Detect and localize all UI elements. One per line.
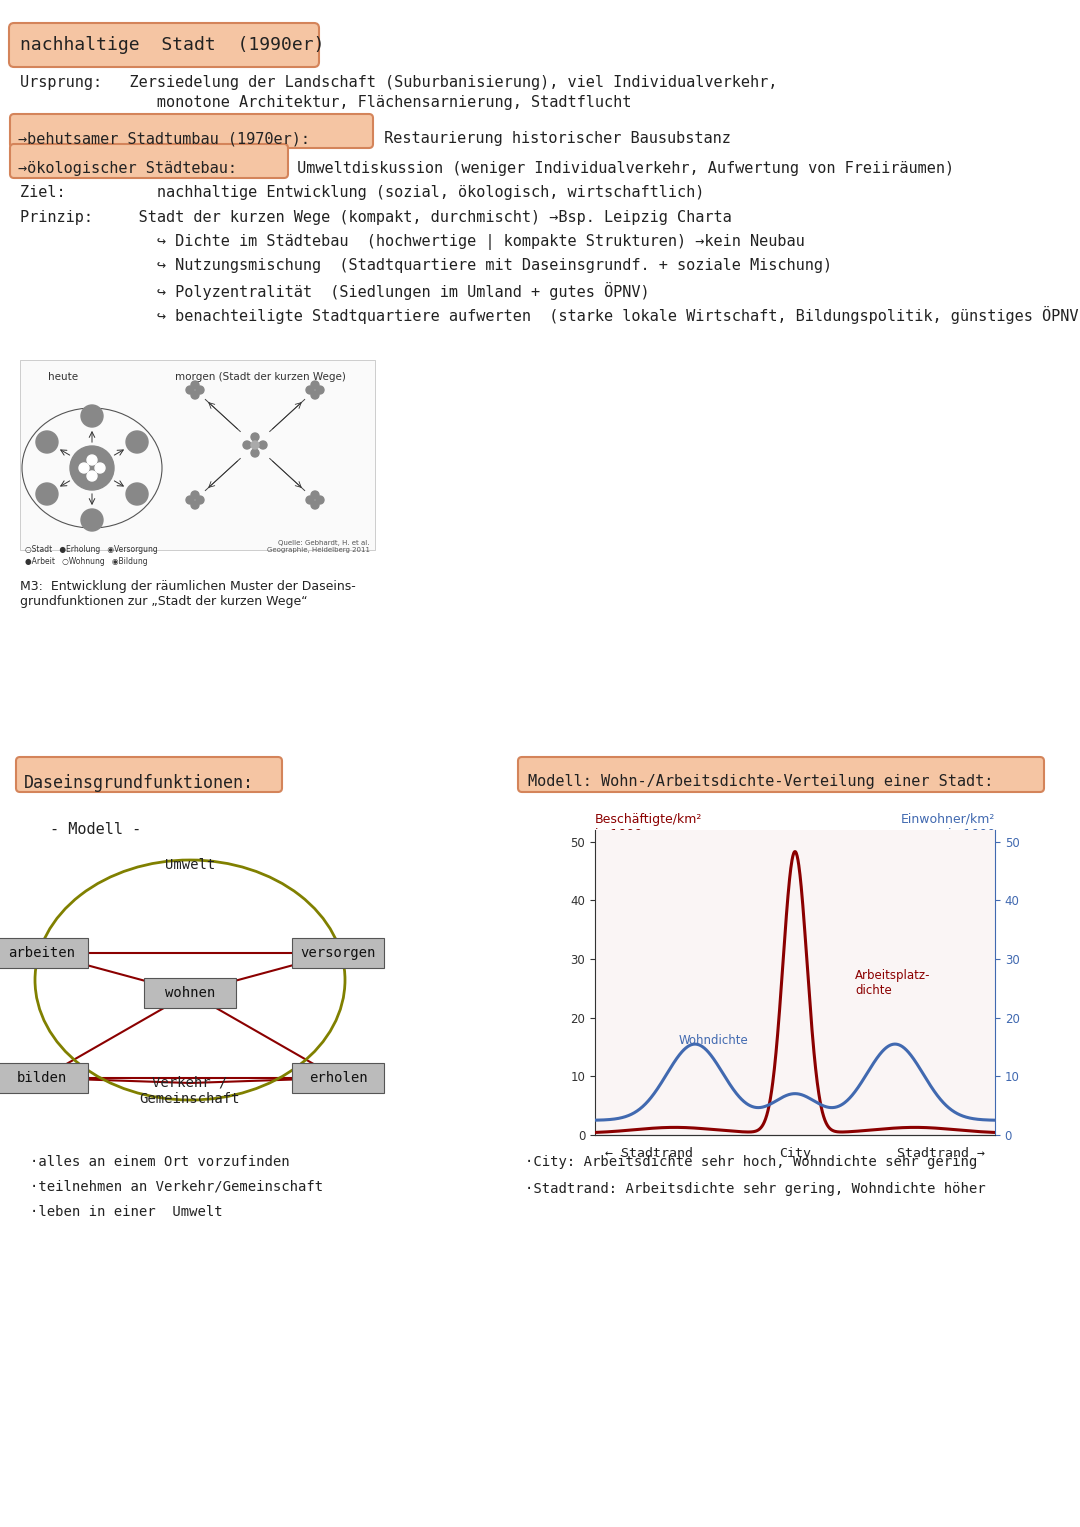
Text: Einwohner/km²
in 1000: Einwohner/km² in 1000 [901, 812, 995, 841]
Circle shape [311, 492, 319, 499]
Text: heute: heute [48, 373, 78, 382]
FancyBboxPatch shape [144, 977, 237, 1008]
Circle shape [195, 496, 204, 504]
Circle shape [87, 470, 97, 481]
Text: →ökologischer Städtebau:: →ökologischer Städtebau: [18, 160, 237, 176]
Circle shape [311, 382, 319, 389]
FancyBboxPatch shape [0, 938, 87, 968]
Circle shape [259, 441, 267, 449]
Circle shape [251, 441, 259, 449]
Circle shape [79, 463, 89, 473]
Circle shape [70, 446, 114, 490]
Text: M3:  Entwicklung der räumlichen Muster der Daseins-
grundfunktionen zur „Stadt d: M3: Entwicklung der räumlichen Muster de… [21, 580, 355, 608]
Circle shape [87, 455, 97, 466]
Circle shape [316, 386, 324, 394]
FancyBboxPatch shape [9, 23, 319, 67]
Text: wohnen: wohnen [165, 986, 215, 1000]
Text: ↪ Nutzungsmischung  (Stadtquartiere mit Daseinsgrundf. + soziale Mischung): ↪ Nutzungsmischung (Stadtquartiere mit D… [21, 258, 832, 273]
Text: Quelle: Gebhardt, H. et al.
Geographie, Heidelberg 2011: Quelle: Gebhardt, H. et al. Geographie, … [267, 541, 370, 553]
Text: Wohndichte: Wohndichte [679, 1034, 748, 1048]
Circle shape [126, 483, 148, 505]
Text: Umwelt: Umwelt [165, 858, 215, 872]
Circle shape [95, 463, 105, 473]
Text: Ursprung:   Zersiedelung der Landschaft (Suburbanisierung), viel Individualverke: Ursprung: Zersiedelung der Landschaft (S… [21, 75, 778, 90]
Text: arbeiten: arbeiten [9, 947, 76, 960]
Text: erholen: erholen [309, 1070, 367, 1086]
Text: Prinzip:     Stadt der kurzen Wege (kompakt, durchmischt) →Bsp. Leipzig Charta: Prinzip: Stadt der kurzen Wege (kompakt,… [21, 211, 732, 224]
Text: →behutsamer Stadtumbau (1970er):: →behutsamer Stadtumbau (1970er): [18, 131, 310, 147]
Circle shape [126, 431, 148, 454]
Circle shape [81, 508, 103, 531]
Text: ○Stadt   ●Erholung   ◉Versorgung: ○Stadt ●Erholung ◉Versorgung [25, 545, 158, 554]
Text: ·City: Arbeitsdichte sehr hoch, Wohndichte sehr gering: ·City: Arbeitsdichte sehr hoch, Wohndich… [525, 1154, 977, 1170]
Text: Daseinsgrundfunktionen:: Daseinsgrundfunktionen: [24, 774, 254, 793]
Text: Modell: Wohn-/Arbeitsdichte-Verteilung einer Stadt:: Modell: Wohn-/Arbeitsdichte-Verteilung e… [528, 774, 994, 789]
Text: ·Stadtrand: Arbeitsdichte sehr gering, Wohndichte höher: ·Stadtrand: Arbeitsdichte sehr gering, W… [525, 1182, 986, 1196]
Circle shape [306, 496, 314, 504]
Circle shape [36, 483, 58, 505]
Text: Restaurierung historischer Bausubstanz: Restaurierung historischer Bausubstanz [375, 131, 731, 147]
Circle shape [251, 434, 259, 441]
Text: monotone Architektur, Flächensarnierung, Stadtflucht: monotone Architektur, Flächensarnierung,… [21, 95, 632, 110]
Circle shape [311, 391, 319, 399]
Circle shape [191, 391, 199, 399]
Text: ●Arbeit   ○Wohnung   ◉Bildung: ●Arbeit ○Wohnung ◉Bildung [25, 557, 148, 567]
FancyBboxPatch shape [10, 115, 373, 148]
Text: Arbeitsplatz-
dichte: Arbeitsplatz- dichte [855, 968, 931, 997]
Circle shape [81, 405, 103, 428]
Text: City: City [779, 1147, 811, 1161]
FancyBboxPatch shape [518, 757, 1044, 793]
Text: ·alles an einem Ort vorzufinden: ·alles an einem Ort vorzufinden [30, 1154, 289, 1170]
Text: - Modell -: - Modell - [50, 822, 141, 837]
Text: ·leben in einer  Umwelt: ·leben in einer Umwelt [30, 1205, 222, 1219]
Text: Ziel:          nachhaltige Entwicklung (sozial, ökologisch, wirtschaftlich): Ziel: nachhaltige Entwicklung (sozial, ö… [21, 185, 704, 200]
Text: ↪ Dichte im Städtebau  (hochwertige | kompakte Strukturen) →kein Neubau: ↪ Dichte im Städtebau (hochwertige | kom… [21, 234, 805, 250]
Text: Umweltdiskussion (weniger Individualverkehr, Aufwertung von Freiiräumen): Umweltdiskussion (weniger Individualverk… [288, 160, 954, 176]
Text: bilden: bilden [17, 1070, 67, 1086]
Circle shape [306, 386, 314, 394]
Text: morgen (Stadt der kurzen Wege): morgen (Stadt der kurzen Wege) [175, 373, 346, 382]
Circle shape [186, 386, 194, 394]
Text: ·teilnehmen an Verkehr/Gemeinschaft: ·teilnehmen an Verkehr/Gemeinschaft [30, 1180, 323, 1194]
Text: ↪ Polyzentralität  (Siedlungen im Umland + gutes ÖPNV): ↪ Polyzentralität (Siedlungen im Umland … [21, 282, 650, 299]
Text: ← Stadtrand: ← Stadtrand [605, 1147, 693, 1161]
Text: nachhaltige  Stadt  (1990er): nachhaltige Stadt (1990er) [21, 37, 324, 53]
Circle shape [36, 431, 58, 454]
Bar [21, 360, 375, 550]
Text: ↪ benachteiligte Stadtquartiere aufwerten  (starke lokale Wirtschaft, Bildungspo: ↪ benachteiligte Stadtquartiere aufwerte… [21, 305, 1080, 324]
Circle shape [243, 441, 251, 449]
Circle shape [311, 501, 319, 508]
FancyBboxPatch shape [292, 938, 384, 968]
Text: Verkehr /
Gemeinschaft: Verkehr / Gemeinschaft [139, 1077, 240, 1106]
FancyBboxPatch shape [16, 757, 282, 793]
FancyBboxPatch shape [10, 144, 288, 179]
Circle shape [191, 501, 199, 508]
Text: versorgen: versorgen [300, 947, 376, 960]
FancyBboxPatch shape [292, 1063, 384, 1093]
Text: Beschäftigte/km²
in 1000: Beschäftigte/km² in 1000 [595, 812, 702, 841]
FancyBboxPatch shape [0, 1063, 87, 1093]
Circle shape [191, 492, 199, 499]
Circle shape [186, 496, 194, 504]
Circle shape [316, 496, 324, 504]
Circle shape [251, 449, 259, 457]
Circle shape [195, 386, 204, 394]
Text: Stadtrand →: Stadtrand → [897, 1147, 985, 1161]
Circle shape [191, 382, 199, 389]
